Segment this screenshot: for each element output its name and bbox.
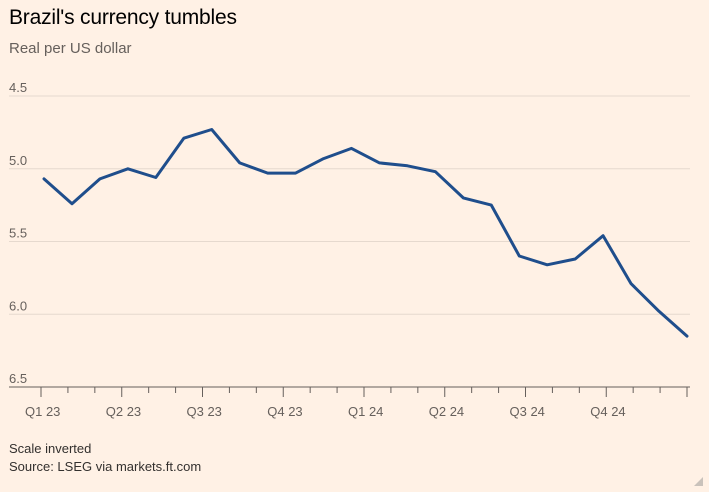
- y-tick-label: 6.5: [9, 371, 27, 386]
- x-tick-label: Q3 24: [510, 404, 545, 419]
- y-tick-label: 5.0: [9, 153, 27, 168]
- chart-subtitle: Real per US dollar: [9, 40, 132, 57]
- y-tick-label: 6.0: [9, 298, 27, 313]
- chart-footer: Scale inverted Source: LSEG via markets.…: [9, 440, 201, 476]
- gridlines: [9, 95, 690, 315]
- resize-corner-icon: [694, 477, 703, 486]
- x-axis: Q1 23 Q2 23 Q3 23 Q4 23 Q1 24 Q2 24 Q3 24 Q4 24: [9, 386, 690, 419]
- x-tick-label: Q2 23: [106, 404, 141, 419]
- y-tick-label: 4.5: [9, 80, 27, 95]
- source-note: Source: LSEG via markets.ft.com: [9, 459, 202, 474]
- x-tick-label: Q1 24: [348, 404, 383, 419]
- series-line: [42, 128, 689, 338]
- x-tick-label: Q2 24: [429, 404, 464, 419]
- y-tick-label: 5.5: [9, 226, 27, 241]
- series-lines: [42, 128, 689, 338]
- x-tick-label: Q4 23: [267, 404, 302, 419]
- x-tick-label: Q1 23: [25, 404, 60, 419]
- x-tick-label: Q4 24: [590, 404, 625, 419]
- chart-title: Brazil's currency tumbles: [9, 6, 237, 29]
- x-tick-label: Q3 23: [187, 404, 222, 419]
- y-axis-tick-labels: 4.5 5.0 5.5 6.0 6.5: [9, 80, 27, 386]
- scale-note: Scale inverted: [9, 441, 92, 456]
